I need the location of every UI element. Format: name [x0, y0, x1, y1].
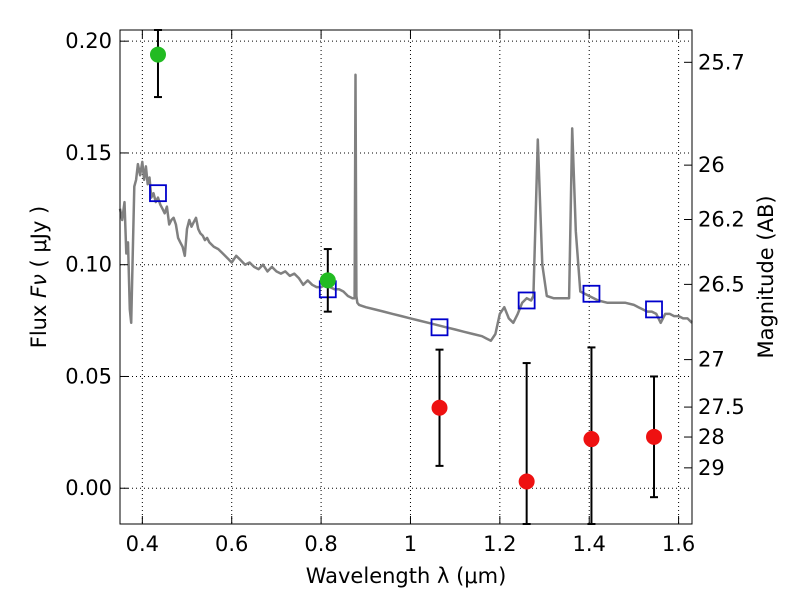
- mag-tick-label: 26.2: [698, 207, 745, 231]
- detections-point: [319, 272, 336, 289]
- plot-area: [118, 29, 693, 525]
- model-photometry-square: [517, 291, 536, 310]
- x-tick-label: 1.4: [573, 532, 606, 556]
- mag-tick-label: 29: [698, 456, 725, 480]
- y-axis-label-suffix: ( μJy ): [27, 206, 51, 274]
- x-axis-label: Wavelength λ (μm): [306, 564, 507, 588]
- mag-tick-label: 27: [698, 348, 725, 372]
- model-photometry-square: [430, 318, 449, 337]
- y-tick-label: 0.20: [65, 29, 112, 53]
- mag-tick-label: 28: [698, 425, 725, 449]
- y-tick-label: 0.15: [65, 141, 112, 165]
- non-detections-point: [646, 428, 663, 445]
- x-tick-label: 1: [404, 532, 417, 556]
- y-tick-label: 0.00: [65, 476, 112, 500]
- x-tick-label: 1.2: [483, 532, 516, 556]
- mag-tick-label: 26.5: [698, 272, 745, 296]
- axes-frame: [119, 29, 693, 525]
- x-tick-label: 0.6: [215, 532, 248, 556]
- y-axis-label-symbol: Fν: [27, 274, 51, 298]
- x-tick-label: 0.4: [126, 532, 159, 556]
- axis-ticks: 0.4 0.6 0.8 1 1.2 1.4 1.6 0.00 0.05 0.10 0.15 0.20 2…: [65, 29, 745, 556]
- grid-lines: [120, 30, 692, 524]
- model-photometry-square: [645, 300, 663, 319]
- mag-tick-label: 25.7: [698, 50, 745, 74]
- mag-tick-label: 26: [698, 153, 725, 177]
- model-sed-line: [118, 73, 693, 342]
- x-tick-label: 0.8: [304, 532, 337, 556]
- x-tick-label: 1.6: [662, 532, 695, 556]
- detections-point: [149, 46, 166, 63]
- mag-tick-label: 27.5: [698, 395, 745, 419]
- model-photometry-square: [149, 184, 167, 203]
- non-detections-point: [518, 473, 535, 490]
- right-axis-label: Magnitude (AB): [754, 195, 778, 358]
- y-axis-label: Flux Fν ( μJy ): [27, 206, 51, 349]
- non-detections-point: [431, 399, 448, 416]
- non-detections-point: [583, 431, 600, 448]
- y-tick-label: 0.05: [65, 364, 112, 388]
- model-photometry-square: [582, 284, 601, 303]
- y-tick-label: 0.10: [65, 253, 112, 277]
- y-axis-label-prefix: Flux: [27, 298, 51, 348]
